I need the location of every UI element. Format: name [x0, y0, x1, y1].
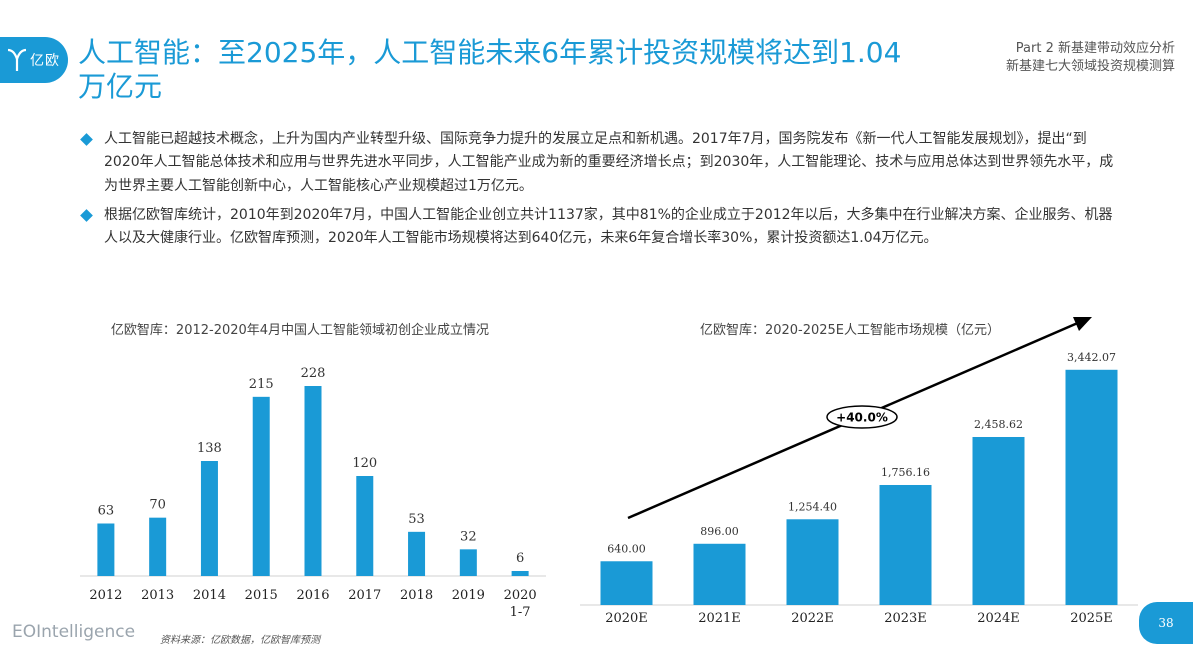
data-label: 32 [460, 529, 477, 544]
footer-brand: EOIntelligence [12, 622, 136, 642]
tick-label: 2016 [296, 588, 329, 603]
bar [97, 523, 115, 576]
bar [459, 549, 477, 576]
market-size-bar-chart: 640.00 2020E 896.00 2021E 1,254.40 2022E 1,756… [580, 317, 1138, 626]
data-label: 896.00 [700, 525, 739, 538]
tick-label: 2025E [1070, 611, 1113, 626]
bar [304, 386, 322, 576]
bar [972, 436, 1025, 605]
tick-label: 2020E [605, 611, 648, 626]
section-label-topic: 新基建七大领域投资规模测算 [1005, 59, 1175, 74]
data-label: 63 [98, 504, 115, 519]
data-label: 6 [516, 551, 524, 566]
data-label: 215 [249, 377, 274, 392]
bar [600, 561, 653, 605]
data-label: 228 [301, 366, 326, 381]
tick-label: 1-7 [510, 605, 531, 620]
tick-label: 2019 [452, 588, 485, 603]
bullet-text: 人工智能已超越技术概念，上升为国内产业转型升级、国际竞争力提升的发展立足点和新机… [104, 131, 1114, 194]
tick-label: 2023E [884, 611, 927, 626]
tick-label: 2022E [791, 611, 834, 626]
bar [693, 543, 746, 605]
tick-label: 2014 [193, 588, 226, 603]
data-label: 640.00 [607, 542, 646, 555]
bar [1065, 369, 1118, 605]
tick-label: 2021E [698, 611, 741, 626]
page-number: 38 [1139, 602, 1193, 644]
tick-label: 2013 [141, 588, 174, 603]
tick-label: 2020 [504, 588, 537, 603]
chart-title-market: 亿欧智库：2020-2025E人工智能市场规模（亿元） [699, 323, 1001, 338]
diamond-bullet-icon [80, 209, 93, 222]
data-label: 53 [408, 512, 425, 527]
section-label: Part 2 新基建带动效应分析 新基建七大领域投资规模测算 [1006, 40, 1175, 76]
page-title: 人工智能：至2025年，人工智能未来6年累计投资规模将达到1.04万亿元 [78, 36, 902, 103]
growth-badge [826, 405, 898, 429]
bullet-item: 人工智能已超越技术概念，上升为国内产业转型升级、国际竞争力提升的发展立足点和新机… [80, 128, 1120, 198]
tick-label: 2017 [348, 588, 381, 603]
bar [511, 571, 529, 576]
brand-logo: 亿欧 [0, 37, 68, 83]
source-note: 资料来源：亿欧数据，亿欧智库预测 [160, 635, 320, 646]
tick-label: 2012 [89, 588, 122, 603]
bar [200, 461, 218, 576]
brand-logo-text: 亿欧 [30, 53, 60, 69]
chart-title-startups: 亿欧智库：2012-2020年4月中国人工智能领域初创企业成立情况 [110, 323, 490, 338]
bullet-item: 根据亿欧智库统计，2010年到2020年7月，中国人工智能企业创立共计1137家… [80, 204, 1120, 251]
tick-label: 2018 [400, 588, 433, 603]
data-label: 70 [149, 498, 166, 513]
bar [252, 396, 270, 576]
bar [879, 484, 932, 605]
data-label: 120 [352, 456, 377, 471]
bullet-text: 根据亿欧智库统计，2010年到2020年7月，中国人工智能企业创立共计1137家… [104, 206, 1113, 247]
startups-bar-chart: 63 2012 70 2013 138 2014 215 2015 228 2016 120 2017… [80, 366, 546, 620]
bullet-list: 人工智能已超越技术概念，上升为国内产业转型升级、国际竞争力提升的发展立足点和新机… [80, 128, 1120, 256]
tick-label: 2015 [245, 588, 278, 603]
trend-arrow-head-icon [1073, 317, 1092, 331]
growth-annotation: +40.0% [836, 411, 888, 425]
data-label: 138 [197, 441, 222, 456]
tick-label: 2024E [977, 611, 1020, 626]
bar [786, 519, 839, 605]
section-label-part: Part 2 新基建带动效应分析 [1015, 41, 1175, 56]
data-label: 2,458.62 [974, 418, 1023, 431]
data-label: 1,254.40 [788, 500, 837, 513]
data-label: 1,756.16 [881, 466, 930, 479]
brand-logo-icon [7, 48, 27, 71]
diamond-bullet-icon [80, 133, 93, 146]
bar [356, 476, 374, 576]
bar [149, 517, 167, 576]
data-label: 3,442.07 [1067, 351, 1116, 364]
bar [408, 531, 426, 576]
